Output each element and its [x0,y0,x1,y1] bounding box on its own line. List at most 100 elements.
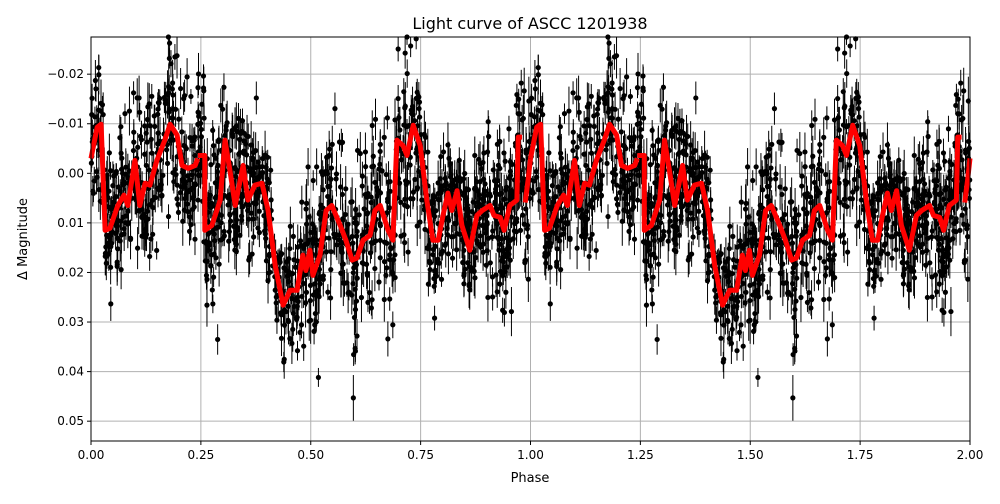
data-point [510,162,515,167]
data-point [339,271,344,276]
data-point [842,178,847,183]
data-point [743,206,748,211]
data-point [595,112,600,117]
data-point [731,304,736,309]
data-point [279,336,284,341]
data-point [878,277,883,282]
data-point [100,102,105,107]
data-point [610,116,615,121]
data-point [673,123,678,128]
data-point [298,243,303,248]
data-point [821,297,826,302]
data-point [481,199,486,204]
data-point [256,159,261,164]
data-point [869,200,874,205]
data-point [857,114,862,119]
data-point [925,236,930,241]
data-point [896,158,901,163]
data-point [328,295,333,300]
data-point [188,94,193,99]
data-point [801,206,806,211]
data-point [825,336,830,341]
data-point [506,126,511,131]
data-point [104,254,109,259]
data-point [940,308,945,313]
data-point [354,298,359,303]
data-point [821,135,826,140]
data-point [592,124,597,129]
data-point [345,222,350,227]
data-point [721,357,726,362]
data-point [894,247,899,252]
data-point [282,357,287,362]
data-point [587,123,592,128]
data-point [210,301,215,306]
data-point [649,287,654,292]
data-point [166,110,171,115]
data-point [351,395,356,400]
data-point [274,318,279,323]
data-point [783,186,788,191]
data-point [574,246,579,251]
data-point [260,156,265,161]
data-point [353,307,358,312]
data-point [293,265,298,270]
data-point [613,172,618,177]
data-point [436,180,441,185]
data-point [652,180,657,185]
data-point [359,295,364,300]
data-point [503,187,508,192]
data-point [618,86,623,91]
data-point [477,233,482,238]
data-point [802,230,807,235]
data-point [402,240,407,245]
data-point [485,295,490,300]
data-point [639,102,644,107]
data-point [462,267,467,272]
data-point [182,144,187,149]
data-point [162,95,167,100]
data-point [131,130,136,135]
data-point [809,123,814,128]
data-point [330,142,335,147]
data-point [737,330,742,335]
data-point [837,127,842,132]
data-point [118,124,123,129]
data-point [368,250,373,255]
data-point [299,294,304,299]
data-point [178,86,183,91]
data-point [705,278,710,283]
data-point [536,65,541,70]
data-point [644,277,649,282]
data-point [401,232,406,237]
data-point [287,272,292,277]
data-point [677,137,682,142]
data-point [497,281,502,286]
data-point [382,135,387,140]
data-point [387,296,392,301]
data-point [554,260,559,265]
data-point [885,251,890,256]
data-point [343,212,348,217]
data-point [842,240,847,245]
data-point [430,200,435,205]
data-point [571,130,576,135]
data-point [918,166,923,171]
data-point [844,204,849,209]
data-point [546,150,551,155]
data-point [522,88,527,93]
data-point [210,287,215,292]
data-point [831,257,836,262]
data-point [902,171,907,176]
data-point [650,301,655,306]
data-point [251,216,256,221]
data-point [631,137,636,142]
data-point [912,153,917,158]
data-point [854,185,859,190]
data-point [943,290,948,295]
data-point [95,175,100,180]
data-point [371,154,376,159]
data-point [233,224,238,229]
data-point [690,216,695,221]
data-point [385,336,390,341]
